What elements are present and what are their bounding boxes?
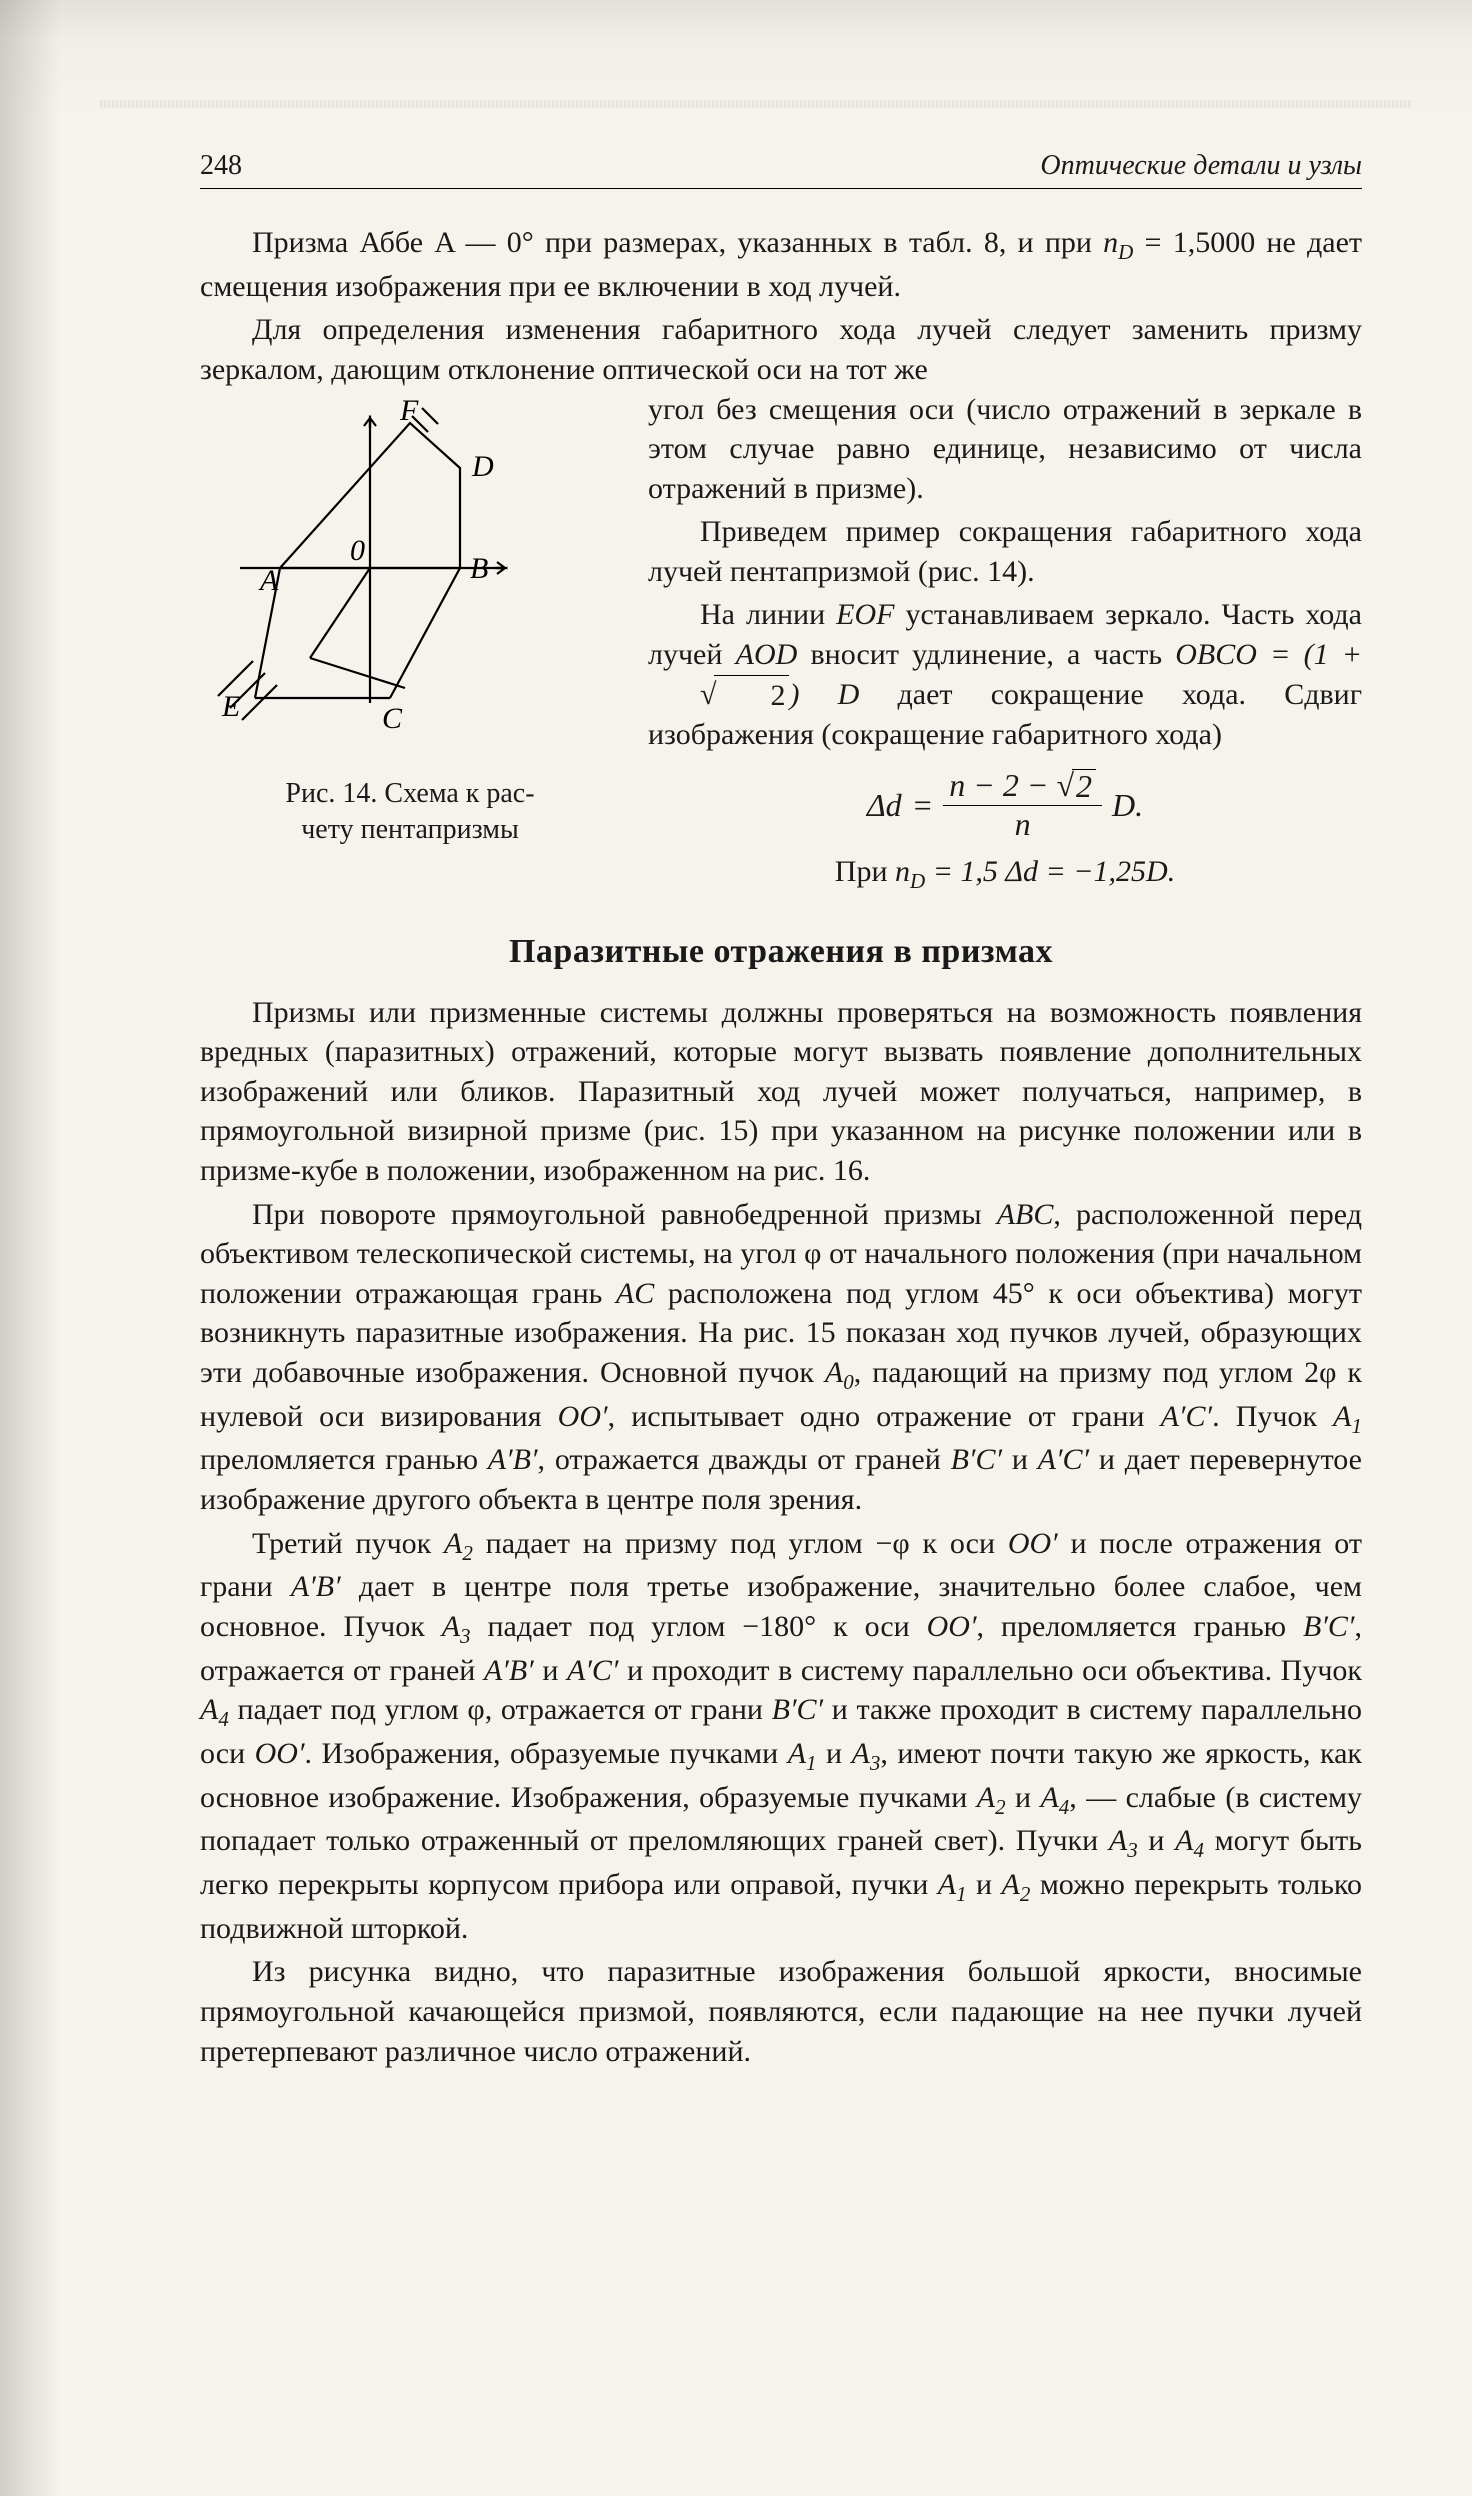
- figure-14-caption: Рис. 14. Схема к рас- чету пентапризмы: [200, 776, 620, 849]
- eq-equals: =: [912, 784, 934, 826]
- page-number: 248: [200, 150, 242, 182]
- eq-rhs: D.: [1112, 784, 1143, 826]
- eq-sqrt-arg: 2: [1072, 769, 1096, 804]
- fig-label-A: A: [258, 564, 279, 597]
- sym-nD-sub: D: [1118, 240, 1133, 264]
- sym-EOF: EOF: [836, 598, 894, 631]
- eq2-nD-sub: D: [910, 869, 925, 893]
- sym-nD: n: [1103, 226, 1118, 259]
- fig-label-C: C: [382, 702, 403, 735]
- paragraph-6: При повороте прямоугольной равнобедренно…: [200, 1195, 1362, 1520]
- sym-eq-close: ) D: [789, 678, 859, 711]
- sym-AOD: AOD: [736, 638, 798, 671]
- figure-14: A B C D E F 0 Рис. 14. Схема к рас- чету…: [200, 398, 620, 849]
- body-text: Призма Аббе A — 0° при размерах, указанн…: [200, 223, 1362, 2071]
- running-header: 248 Оптические детали и узлы: [200, 150, 1362, 189]
- scan-shadow-left: [0, 0, 60, 2496]
- fig-label-B: B: [470, 552, 488, 585]
- fig-label-O: 0: [350, 534, 365, 567]
- section-heading: Паразитные отражения в призмах: [200, 930, 1362, 975]
- fig-label-F: F: [399, 398, 419, 427]
- sym-OBCO: OBCO: [1175, 638, 1257, 671]
- fig-label-D: D: [471, 450, 494, 483]
- equation-numeric: При nD = 1,5 Δd = −1,25D.: [200, 852, 1362, 896]
- running-title: Оптические детали и узлы: [1040, 150, 1362, 182]
- paragraph-7: Третий пучок A2 падает на призму под угл…: [200, 1524, 1362, 1949]
- eq2-nD: n: [895, 855, 910, 888]
- scan-artifact-top: [100, 100, 1412, 108]
- sym-eq-open: = (1 +: [1257, 638, 1362, 671]
- paragraph-8: Из рисунка видно, что паразитные изображ…: [200, 1952, 1362, 2071]
- eq-den: n: [1015, 806, 1031, 842]
- figure-14-svg: A B C D E F 0: [200, 398, 620, 758]
- eq-num-a: n − 2 −: [949, 767, 1056, 803]
- sqrt-radical-icon: √: [648, 675, 716, 715]
- p2-text: Для определения изменения габаритного хо…: [200, 313, 1362, 386]
- paragraph-5: Призмы или призменные системы должны про…: [200, 993, 1362, 1191]
- fig14-cap-l2: чету пентапризмы: [301, 814, 519, 845]
- eq2-pre: При: [835, 855, 895, 888]
- sqrt-arg-2: 2: [714, 675, 789, 716]
- fig-label-E: E: [221, 690, 240, 723]
- eq-lhs: Δd: [867, 784, 902, 826]
- p4c: вносит удлинение, а часть: [797, 638, 1175, 671]
- scanned-page: 248 Оптические детали и узлы Призма Аббе…: [0, 0, 1472, 2496]
- eq2-mid: = 1,5 Δd = −1,25D.: [925, 855, 1175, 888]
- paragraph-2: Для определения изменения габаритного хо…: [200, 310, 1362, 389]
- p1-text-a: Призма Аббе A — 0° при размерах, указанн…: [252, 226, 1103, 259]
- p4a: На линии: [700, 598, 836, 631]
- paragraph-1: Призма Аббе A — 0° при размерах, указанн…: [200, 223, 1362, 306]
- eq-fraction: n − 2 − √2 n: [943, 769, 1102, 842]
- fig14-cap-l1: Рис. 14. Схема к рас-: [285, 778, 534, 809]
